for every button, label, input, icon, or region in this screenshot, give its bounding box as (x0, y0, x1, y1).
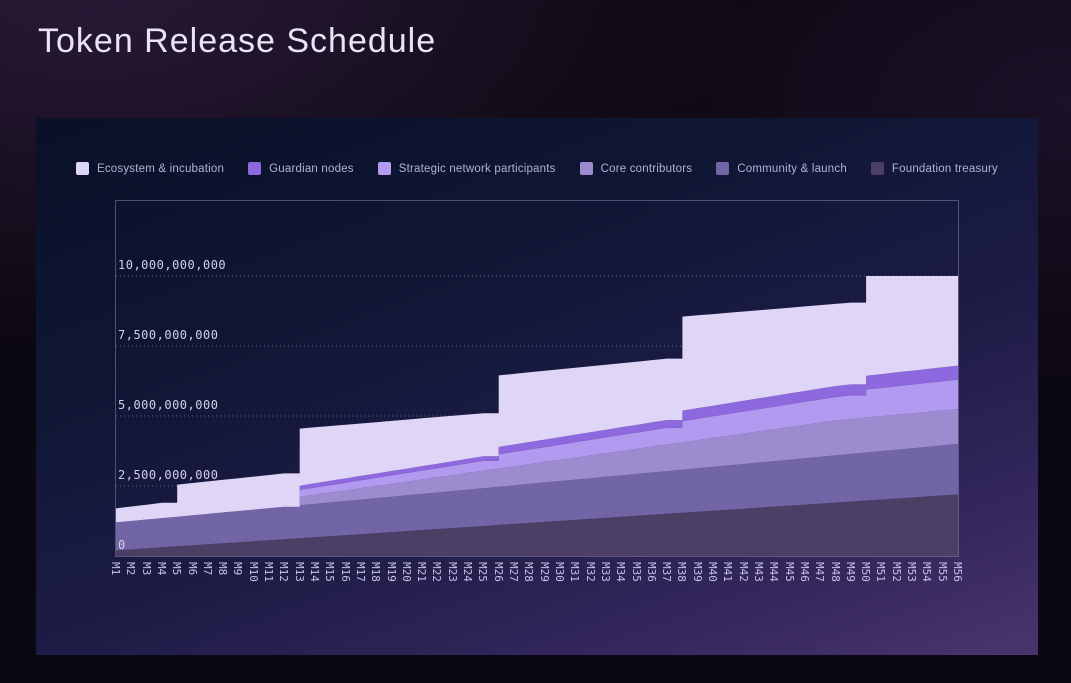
legend-item-label: Core contributors (600, 162, 693, 175)
x-tick-label: M15 (323, 562, 337, 582)
legend-item-ecosystem-and-incubation[interactable]: Ecosystem & incubation (75, 162, 225, 175)
legend-swatch-icon (716, 162, 730, 175)
x-tick-label: M40 (706, 562, 720, 582)
x-tick-label: M36 (644, 562, 658, 582)
legend-swatch-icon (248, 162, 262, 175)
legend-item-label: Ecosystem & incubation (96, 162, 225, 175)
legend-item-label: Strategic network participants (398, 162, 556, 175)
x-tick-label: M16 (338, 562, 352, 582)
x-tick-label: M7 (200, 562, 214, 576)
x-tick-label: M23 (445, 562, 459, 582)
x-tick-label: M17 (353, 562, 367, 582)
x-tick-label: M28 (522, 562, 536, 582)
x-tick-label: M31 (568, 562, 582, 582)
x-tick-label: M27 (507, 562, 521, 582)
x-tick-label: M20 (399, 562, 413, 582)
area-strategic-network-participants[interactable] (116, 379, 958, 523)
x-tick-label: M42 (736, 562, 750, 582)
x-tick-label: M51 (874, 562, 888, 582)
x-tick-label: M14 (308, 562, 322, 582)
x-tick-label: M3 (139, 562, 153, 576)
token-release-chart-card: Ecosystem & incubation Guardian nodes Stra… (36, 118, 1038, 655)
x-tick-label: M54 (920, 562, 934, 582)
chart-legend: Ecosystem & incubation Guardian nodes Stra… (36, 162, 1038, 175)
legend-item-label: Community & launch (737, 162, 847, 175)
area-guardian-nodes[interactable] (116, 365, 958, 523)
x-tick-label: M47 (813, 562, 827, 582)
x-tick-label: M26 (491, 562, 505, 582)
page-title: Token Release Schedule (38, 22, 437, 60)
x-tick-label: M55 (935, 562, 949, 582)
legend-swatch-icon (75, 162, 89, 175)
x-tick-label: M5 (170, 562, 184, 576)
legend-swatch-icon (870, 162, 884, 175)
x-tick-label: M33 (598, 562, 612, 582)
x-tick-label: M34 (614, 562, 628, 582)
release-schedule-plot[interactable] (115, 200, 959, 557)
x-tick-label: M4 (154, 562, 168, 576)
stacked-area-chart[interactable] (116, 201, 958, 556)
x-tick-label: M46 (797, 562, 811, 582)
x-tick-label: M39 (690, 562, 704, 582)
x-tick-label: M11 (262, 562, 276, 582)
x-tick-label: M22 (430, 562, 444, 582)
x-tick-label: M30 (552, 562, 566, 582)
x-tick-label: M21 (415, 562, 429, 582)
x-tick-label: M53 (905, 562, 919, 582)
legend-swatch-icon (377, 162, 391, 175)
x-tick-label: M32 (583, 562, 597, 582)
x-tick-label: M37 (660, 562, 674, 582)
area-core-contributors[interactable] (116, 409, 958, 523)
legend-item-foundation-treasury[interactable]: Foundation treasury (870, 162, 999, 175)
x-tick-label: M48 (828, 562, 842, 582)
x-tick-label: M9 (231, 562, 245, 576)
x-tick-label: M45 (782, 562, 796, 582)
x-tick-label: M10 (246, 562, 260, 582)
x-tick-label: M25 (476, 562, 490, 582)
x-tick-label: M8 (216, 562, 230, 576)
area-community-and-launch[interactable] (116, 444, 958, 551)
x-tick-label: M41 (721, 562, 735, 582)
legend-item-guardian-nodes[interactable]: Guardian nodes (248, 162, 354, 175)
x-tick-label: M13 (292, 562, 306, 582)
x-tick-label: M56 (951, 562, 964, 582)
legend-item-label: Guardian nodes (269, 162, 354, 175)
area-foundation-treasury[interactable] (116, 494, 958, 556)
x-tick-label: M1 (109, 562, 122, 576)
area-ecosystem-and-incubation[interactable] (116, 276, 958, 523)
x-tick-label: M50 (859, 562, 873, 582)
x-tick-label: M43 (751, 562, 765, 582)
x-tick-label: M19 (384, 562, 398, 582)
x-tick-label: M38 (675, 562, 689, 582)
x-tick-label: M44 (767, 562, 781, 582)
x-tick-label: M6 (185, 562, 199, 576)
legend-item-strategic-network-participants[interactable]: Strategic network participants (377, 162, 556, 175)
x-tick-label: M12 (277, 562, 291, 582)
x-tick-label: M18 (369, 562, 383, 582)
x-tick-label: M35 (629, 562, 643, 582)
legend-item-core-contributors[interactable]: Core contributors (579, 162, 693, 175)
x-tick-label: M52 (889, 562, 903, 582)
legend-swatch-icon (579, 162, 593, 175)
x-tick-label: M49 (843, 562, 857, 582)
x-tick-label: M2 (124, 562, 138, 576)
x-tick-label: M29 (537, 562, 551, 582)
legend-item-community-and-launch[interactable]: Community & launch (716, 162, 847, 175)
x-tick-label: M24 (461, 562, 475, 582)
legend-item-label: Foundation treasury (891, 162, 999, 175)
